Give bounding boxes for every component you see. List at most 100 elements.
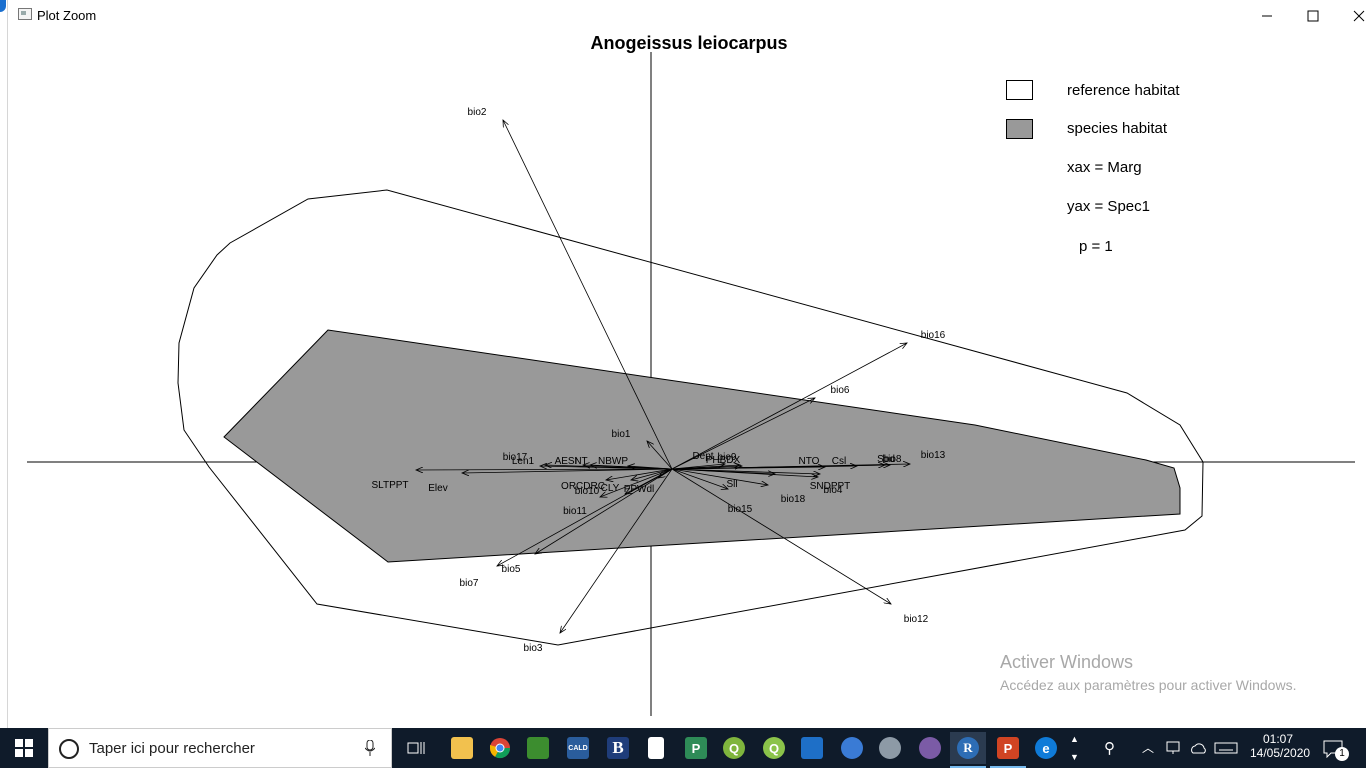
arrow-bio12 [671, 468, 891, 604]
arrow-cly [631, 468, 673, 480]
legend-yax: yax = Spec1 [1067, 198, 1150, 215]
label-aesi: AESI [555, 456, 578, 467]
taskbar-cald-app[interactable]: CALD [562, 732, 594, 764]
arrow-bio3 [560, 468, 673, 633]
label-bio17: bio17 [503, 452, 528, 463]
document-icon [648, 737, 664, 759]
taskbar-chrome[interactable] [484, 732, 516, 764]
label-bio3: bio3 [524, 643, 543, 654]
taskbar-edge-app[interactable]: e [1030, 732, 1062, 764]
chrome-icon [489, 738, 511, 759]
arrow-bio2 [503, 120, 673, 470]
minimize-button[interactable] [1244, 0, 1290, 31]
chart-app-icon [527, 737, 549, 759]
start-button[interactable] [0, 728, 48, 768]
r-active-indicator [950, 766, 986, 768]
window-app-icon [801, 737, 823, 759]
microphone-icon[interactable] [365, 740, 375, 756]
label-bio10: bio10 [575, 486, 600, 497]
taskbar-globe-app[interactable] [836, 732, 868, 764]
arrow-len1 [540, 466, 673, 470]
label-bio6: bio6 [831, 385, 850, 396]
label-sbd: Sbd [877, 454, 895, 465]
r-icon: R [957, 737, 979, 759]
taskbar-file-explorer[interactable] [446, 732, 478, 764]
label-bio7: bio7 [460, 578, 479, 589]
taskbar-doc-app[interactable] [640, 732, 672, 764]
legend-label-reference: reference habitat [1067, 82, 1180, 99]
label-ppwdl: PPWdl [624, 484, 655, 495]
arrow-phbdx [671, 465, 740, 470]
taskbar-search-box[interactable]: Taper ici pour rechercher [48, 728, 392, 768]
activation-watermark-subtitle: Accédez aux paramètres pour activer Wind… [1000, 677, 1297, 693]
taskbar-powerpoint-app[interactable]: P [992, 732, 1024, 764]
windows-logo-icon [15, 739, 33, 757]
activation-watermark-title: Activer Windows [1000, 652, 1134, 672]
legend-swatch-reference [1006, 80, 1033, 100]
taskbar-qgis-app[interactable]: Q [718, 732, 750, 764]
folder-icon [451, 737, 473, 759]
chart-title: Anogeissus leiocarpus [590, 33, 787, 53]
network-icon[interactable] [1166, 741, 1184, 755]
search-placeholder: Taper ici pour rechercher [89, 740, 255, 757]
reference-habitat-polygon [177, 189, 1204, 646]
taskbar-purple-app[interactable] [914, 732, 946, 764]
taskbar-window-app[interactable] [796, 732, 828, 764]
qgis-alt-icon: Q [763, 737, 785, 759]
powerpoint-active-indicator [990, 766, 1026, 768]
taskbar-scroll-arrows[interactable]: ▲ ▼ [1070, 734, 1079, 762]
arrow-bio13 [671, 464, 910, 470]
taskbar-calc-app[interactable] [522, 732, 554, 764]
label-dept: Dept [692, 451, 713, 462]
arrow-bio5 [535, 468, 673, 554]
label-csl: Csl [832, 456, 846, 467]
window-title: Plot Zoom [37, 8, 97, 23]
label-sll: Sll [726, 479, 737, 490]
label-bio2: bio2 [468, 107, 487, 118]
taskbar-excel-app[interactable]: P [680, 732, 712, 764]
label-bio13: bio13 [921, 450, 946, 461]
label-elev: Elev [428, 483, 447, 494]
label-bio4: bio4 [824, 485, 843, 496]
legend-p: p = 1 [1079, 238, 1113, 255]
onedrive-cloud-icon[interactable] [1190, 741, 1208, 755]
plot-area: Anogeissus leiocarpus bio2 bio16 bio6 bio1 b… [0, 31, 1366, 728]
taskbar-disk-app[interactable] [874, 732, 906, 764]
close-icon [1353, 10, 1365, 21]
disk-icon [879, 737, 901, 759]
spreadsheet-app-icon: P [685, 737, 707, 759]
label-bio5: bio5 [502, 564, 521, 575]
task-view-button[interactable] [400, 732, 432, 764]
taskbar-r-app[interactable]: R [950, 732, 986, 764]
close-button[interactable] [1336, 0, 1366, 31]
show-hidden-icons-chevron-icon[interactable]: ︿ [1142, 741, 1155, 755]
label-len1: Len1 [512, 456, 535, 467]
maximize-icon [1307, 10, 1319, 21]
label-nt: NT [574, 456, 587, 467]
maximize-button[interactable] [1290, 0, 1336, 31]
minimize-icon [1262, 15, 1272, 16]
species-habitat-polygon [223, 329, 1181, 563]
purple-app-icon [919, 737, 941, 759]
legend-xax: xax = Marg [1067, 159, 1142, 176]
plot-zoom-app-icon [18, 8, 32, 20]
taskbar-qgis-app-2[interactable]: Q [758, 732, 790, 764]
label-bio1: bio1 [612, 429, 631, 440]
clock-time: 01:07 [1262, 732, 1294, 746]
arrow-elev [462, 468, 673, 473]
people-icon[interactable]: ⚲ [1104, 740, 1115, 757]
action-center-icon[interactable] [1323, 740, 1343, 758]
niche-plot: Anogeissus leiocarpus bio2bio16bio6bio1b… [27, 33, 1355, 716]
taskbar-b-app[interactable]: B [602, 732, 634, 764]
edge-icon: e [1035, 737, 1057, 759]
keyboard-icon[interactable] [1214, 742, 1238, 754]
label-phbdx: PHBDX [706, 455, 741, 466]
arrow-nbwp [628, 466, 673, 469]
label-orcdrc: ORCDRC [561, 481, 605, 492]
clock[interactable]: 01:07 14/05/2020 [1250, 732, 1311, 760]
label-bio18: bio18 [781, 494, 806, 505]
title-bar: Plot Zoom [8, 0, 1366, 31]
clock-date: 14/05/2020 [1250, 746, 1311, 760]
label-bio11: bio11 [563, 506, 587, 517]
